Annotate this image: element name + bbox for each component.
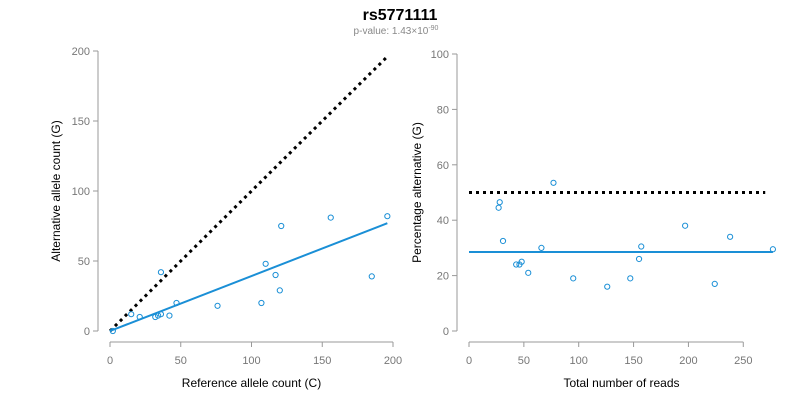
data-point [635, 255, 643, 263]
data-point [496, 199, 503, 206]
data-point [604, 283, 611, 290]
x-tick-label: 250 [734, 355, 752, 367]
x-tick-label: 100 [570, 355, 588, 367]
data-point [499, 237, 507, 245]
x-axis-label: Reference allele count (C) [182, 376, 321, 390]
data-point [570, 275, 577, 282]
x-tick-label: 50 [518, 355, 530, 367]
y-tick-label: 200 [72, 46, 90, 58]
y-tick-label: 100 [72, 186, 90, 198]
chart-subtitle: p-value: 1.43×10-90 [354, 25, 439, 37]
data-point [550, 179, 557, 186]
data-point [327, 214, 334, 221]
data-point [627, 275, 634, 282]
data-point [157, 311, 165, 318]
x-tick-label: 150 [313, 355, 331, 367]
x-axis-label: Total number of reads [563, 376, 679, 390]
data-point [682, 222, 689, 229]
y-axis-label: Percentage alternative (G) [410, 122, 424, 263]
x-tick-label: 100 [242, 355, 260, 367]
data-point [278, 222, 285, 230]
data-point [262, 260, 269, 267]
data-point [518, 258, 525, 265]
y-tick-label: 60 [437, 160, 449, 172]
data-point [157, 269, 165, 276]
x-tick-label: 0 [107, 355, 113, 367]
data-point [638, 243, 645, 250]
fit-line [109, 222, 388, 332]
data-point [173, 299, 180, 307]
data-point [368, 273, 375, 280]
y-axis-label: Alternative allele count (G) [49, 120, 63, 261]
data-point [258, 299, 265, 307]
y-tick-label: 0 [443, 326, 449, 338]
data-point [276, 287, 283, 294]
left-panel: 0 50 100 150 200 0 50 100 150 200 Reference allele… [49, 46, 402, 390]
data-point [214, 302, 221, 309]
data-point [109, 327, 116, 335]
x-tick-label: 200 [679, 355, 697, 367]
right-panel: 0 50 100 150 200 250 0 20 40 60 80 100 Total number … [410, 49, 777, 390]
data-point [711, 280, 718, 288]
data-point [769, 246, 777, 253]
data-point [128, 311, 135, 318]
data-point [136, 313, 143, 321]
y-tick-label: 150 [72, 116, 90, 128]
x-tick-label: 200 [384, 355, 402, 367]
y-tick-label: 0 [84, 326, 90, 338]
data-point [513, 261, 520, 268]
data-point [384, 213, 391, 220]
y-tick-label: 20 [437, 271, 449, 283]
x-tick-label: 150 [624, 355, 642, 367]
data-point [166, 312, 173, 319]
y-tick-label: 50 [78, 256, 90, 268]
reference-line [108, 55, 389, 333]
data-point [495, 204, 502, 211]
x-tick-label: 0 [466, 355, 472, 367]
data-point [272, 271, 279, 279]
y-tick-label: 40 [437, 215, 449, 227]
data-point [727, 233, 734, 240]
data-point [525, 269, 532, 276]
subtitle-text: p-value: 1.43×10 [354, 26, 429, 37]
y-tick-label: 100 [431, 49, 449, 61]
x-tick-label: 50 [175, 355, 187, 367]
subtitle-exponent: -90 [428, 25, 438, 32]
chart-title: rs5771111 [363, 7, 438, 24]
y-tick-label: 80 [437, 104, 449, 116]
data-point [538, 244, 545, 251]
